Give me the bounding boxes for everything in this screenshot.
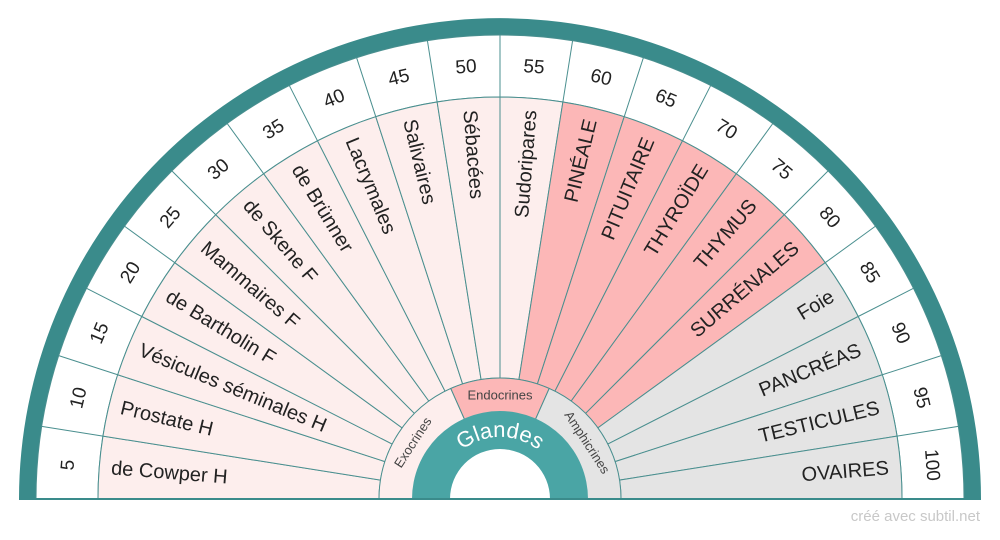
number-divider — [41, 425, 104, 437]
sector-number: 95 — [908, 385, 933, 410]
number-divider — [623, 57, 644, 117]
footer-credit: créé avec subtil.net — [850, 508, 980, 525]
number-divider — [682, 85, 712, 142]
number-divider — [226, 123, 265, 175]
number-divider — [882, 355, 942, 376]
number-divider — [783, 170, 829, 216]
group-label: Endocrines — [467, 388, 533, 403]
number-divider — [896, 425, 959, 437]
sector-number: 60 — [588, 65, 613, 90]
number-divider — [356, 57, 377, 117]
sector-number: 10 — [66, 385, 91, 410]
center-ring — [412, 411, 588, 499]
sector-number: 55 — [523, 56, 546, 79]
number-divider — [562, 40, 574, 103]
number-divider — [124, 225, 176, 264]
number-divider — [288, 85, 318, 142]
number-divider — [824, 225, 876, 264]
number-divider — [171, 170, 217, 216]
number-divider — [735, 123, 774, 175]
number-divider — [426, 40, 438, 103]
sector-number: 5 — [57, 459, 79, 471]
number-divider — [86, 287, 143, 317]
sector-number: 50 — [455, 56, 478, 79]
sector-number: 100 — [920, 448, 943, 481]
sector-number: 45 — [386, 65, 411, 90]
number-divider — [58, 355, 118, 376]
number-divider — [857, 287, 914, 317]
